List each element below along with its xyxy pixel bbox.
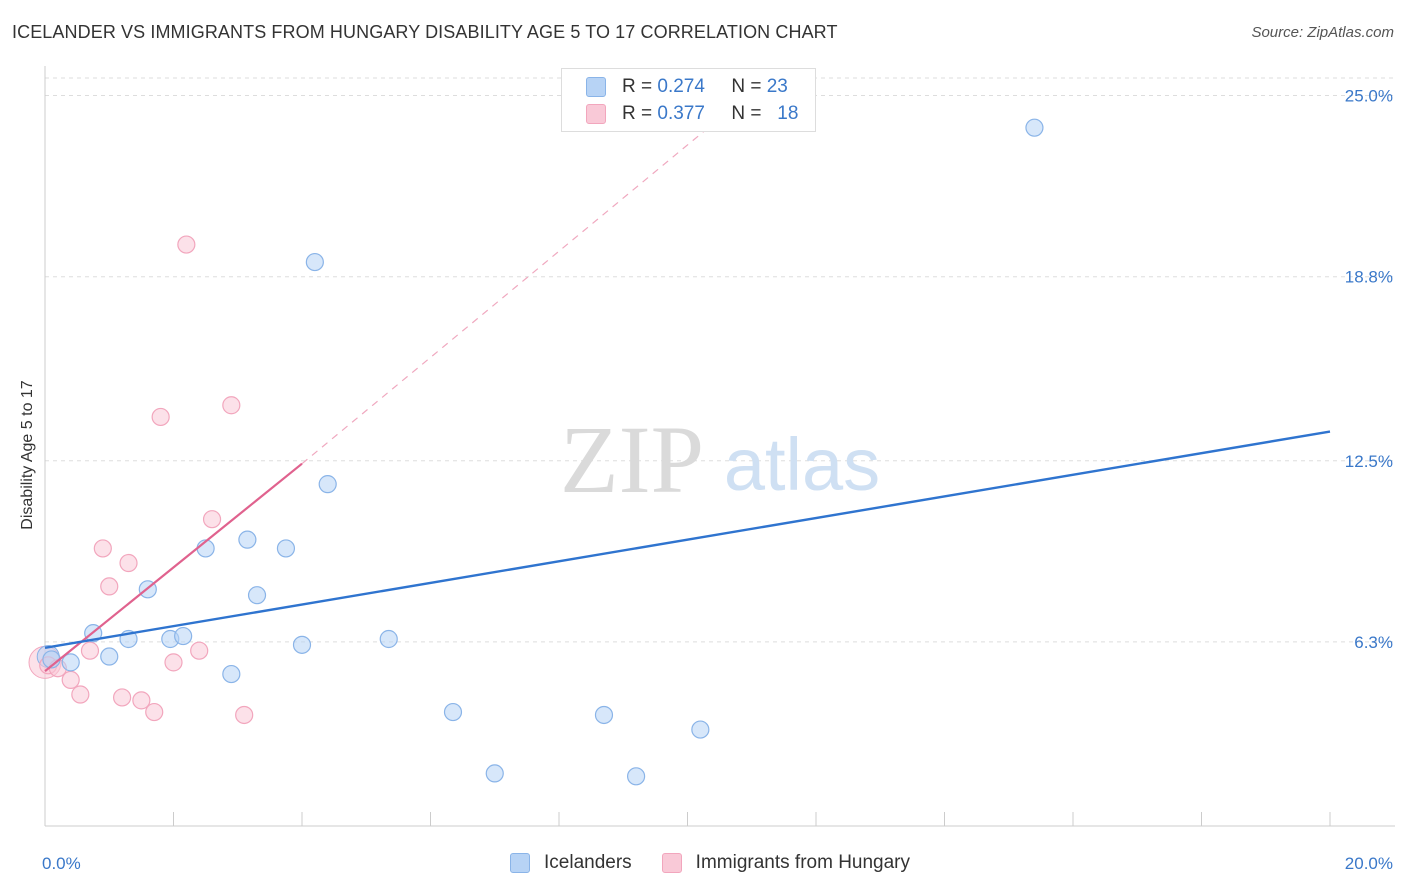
point-icelanders: [594, 705, 614, 725]
point-hungary: [151, 407, 170, 427]
point-hungary: [190, 641, 209, 660]
point-hungary: [177, 235, 196, 254]
x-tick-label-max: 20.0%: [1345, 854, 1393, 873]
trend-line-hungary: [44, 462, 303, 672]
legend-item-icelanders: Icelanders: [510, 852, 632, 874]
chart-title: ICELANDER VS IMMIGRANTS FROM HUNGARY DIS…: [12, 22, 838, 42]
trend-line-hungary-extended: [301, 112, 727, 465]
point-hungary: [100, 577, 119, 596]
legend-swatch-pink: [661, 853, 682, 873]
point-icelanders: [443, 702, 463, 722]
watermark-zip: ZIP: [560, 406, 704, 513]
point-hungary: [132, 691, 151, 710]
point-icelanders: [485, 764, 504, 783]
legend-n-value: 23: [766, 76, 788, 97]
point-icelanders: [305, 252, 324, 272]
y-tick-label: 12.5%: [1345, 452, 1393, 471]
legend-label-hungary: Immigrants from Hungary: [695, 852, 911, 873]
point-icelanders: [1025, 118, 1044, 137]
point-icelanders: [626, 767, 646, 786]
legend-series: Icelanders Immigrants from Hungary: [510, 852, 940, 874]
point-icelanders: [174, 626, 193, 646]
point-icelanders: [247, 586, 267, 605]
y-tick-label: 18.8%: [1345, 268, 1393, 287]
legend-stats: R = 0.274 N = 23 R = 0.377 N = 18: [561, 68, 816, 132]
x-tick-label-min: 0.0%: [42, 854, 81, 873]
trend-line-icelanders: [44, 430, 1331, 649]
point-hungary: [93, 539, 112, 558]
point-icelanders: [100, 647, 119, 666]
point-hungary: [222, 396, 241, 415]
legend-r-value: 0.377: [657, 103, 705, 124]
legend-label-icelanders: Icelanders: [544, 852, 632, 873]
legend-n-label: N =: [731, 76, 767, 97]
point-hungary: [235, 705, 254, 725]
point-hungary: [164, 653, 183, 672]
legend-item-hungary: Immigrants from Hungary: [661, 852, 911, 874]
point-icelanders: [61, 653, 80, 672]
point-icelanders: [691, 720, 710, 739]
legend-r-value: 0.274: [657, 76, 705, 97]
point-hungary: [71, 685, 90, 704]
point-hungary: [145, 702, 164, 722]
legend-swatch-pink: [586, 104, 606, 124]
y-tick-label: 25.0%: [1345, 87, 1393, 106]
point-hungary: [119, 553, 138, 573]
point-icelanders: [222, 664, 241, 684]
source-label: Source: ZipAtlas.com: [1251, 24, 1394, 41]
watermark-atlas: atlas: [724, 423, 880, 506]
legend-swatch-blue: [510, 853, 530, 873]
point-icelanders: [292, 635, 312, 654]
point-hungary: [112, 688, 132, 707]
legend-r-label: R =: [622, 76, 658, 97]
legend-swatch-blue: [586, 77, 606, 97]
point-icelanders: [318, 475, 337, 494]
legend-r-label: R =: [622, 103, 658, 124]
point-icelanders: [276, 539, 296, 558]
y-tick-label: 6.3%: [1354, 633, 1393, 652]
legend-n-label: N =: [731, 103, 767, 124]
legend-n-value: 18: [777, 103, 799, 124]
point-hungary: [202, 510, 222, 529]
point-hungary: [61, 670, 80, 690]
point-hungary: [80, 641, 100, 660]
point-icelanders: [379, 629, 398, 649]
point-icelanders: [238, 530, 257, 549]
